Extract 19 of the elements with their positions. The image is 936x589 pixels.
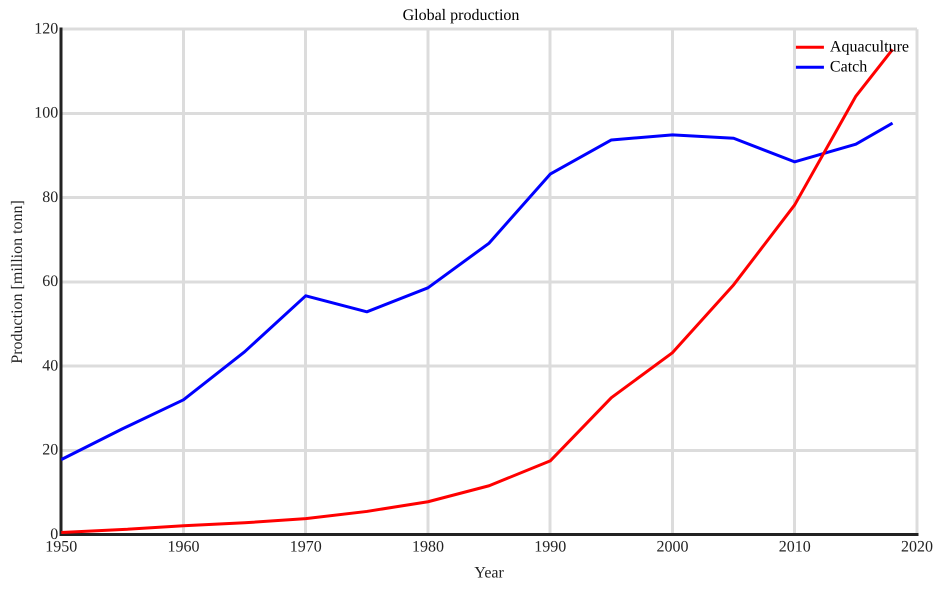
legend-label: Aquaculture — [830, 38, 909, 56]
y-tick-label: 100 — [34, 104, 58, 122]
x-axis-title: Year — [474, 564, 505, 582]
x-tick-label: 1950 — [45, 538, 78, 556]
x-tick-label: 1980 — [412, 538, 444, 556]
y-tick-label: 40 — [42, 357, 58, 374]
x-tick-label: 2020 — [901, 538, 933, 556]
x-tick-label: 1960 — [167, 538, 200, 556]
x-tick-label: 1990 — [534, 538, 566, 556]
x-tick-label: 1970 — [290, 538, 322, 556]
chart-title: Global production — [402, 6, 520, 24]
y-tick-label: 80 — [42, 188, 58, 206]
y-tick-label: 20 — [42, 442, 58, 459]
y-axis-title: Production [million tonn] — [8, 200, 26, 364]
y-tick-label: 60 — [42, 273, 58, 290]
legend-label: Catch — [830, 58, 868, 76]
x-tick-label: 2000 — [656, 538, 688, 556]
y-tick-label: 120 — [34, 20, 58, 38]
x-tick-label: 2010 — [778, 538, 811, 556]
